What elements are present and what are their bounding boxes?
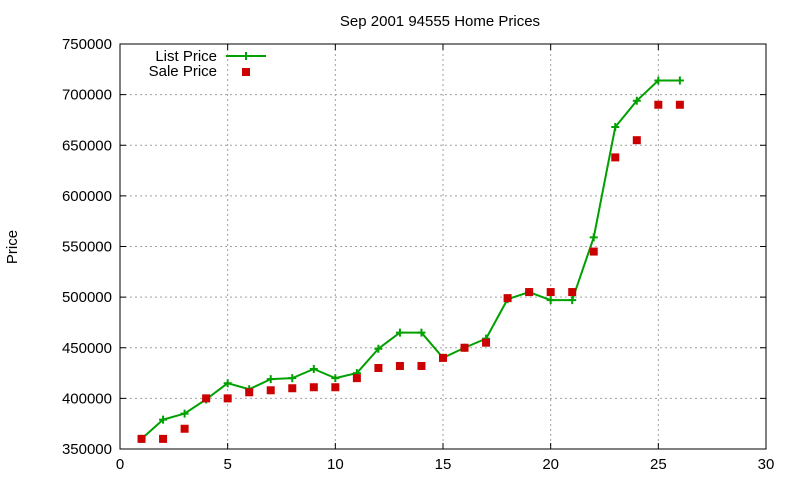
y-tick-label: 650000 [62, 137, 112, 154]
list-price-point [589, 233, 598, 242]
y-tick-label: 600000 [62, 188, 112, 205]
y-tick-label: 500000 [62, 289, 112, 306]
sale-price-point [589, 247, 598, 256]
sale-price-point [568, 288, 577, 297]
y-tick-label: 450000 [62, 340, 112, 357]
sale-price-point [374, 364, 383, 372]
y-tick-label: 750000 [62, 36, 112, 53]
sale-price-point [503, 294, 512, 303]
x-tick-label: 20 [542, 456, 559, 473]
sale-price-point [654, 100, 663, 109]
x-tick-label: 5 [223, 456, 231, 473]
sale-price-point [309, 383, 318, 392]
sale-price-point [460, 343, 469, 352]
list-price-point [568, 296, 577, 305]
legend: List Price Sale Price [149, 48, 266, 80]
sale-price-point [482, 338, 491, 347]
x-tick-label: 10 [327, 456, 344, 473]
legend-label-list-price: List Price [155, 48, 217, 65]
axis-ticks: 0 5 10 15 20 25 30 350000 400000 450000 500000 5500… [62, 36, 774, 473]
grid [120, 44, 766, 449]
list-price-point [223, 379, 232, 388]
y-tick-label: 400000 [62, 390, 112, 407]
sale-price-point [180, 424, 189, 433]
plot-frame [119, 43, 767, 450]
sale-price-point [266, 386, 275, 395]
sale-price-point [137, 434, 146, 443]
y-tick-label: 550000 [62, 239, 112, 256]
sale-price-point [245, 388, 254, 397]
list-price-point [654, 76, 663, 85]
list-price-point [331, 374, 340, 383]
list-price-point [395, 328, 404, 337]
list-price-point [374, 344, 383, 353]
list-price-point [159, 415, 168, 424]
sale-price-point [675, 100, 684, 109]
sale-price-point [395, 361, 404, 370]
y-tick-label: 350000 [62, 441, 112, 458]
sale-price-point [288, 384, 297, 393]
list-price-point [288, 374, 297, 383]
sale-price-point [223, 394, 232, 403]
sale-price-point [331, 383, 340, 392]
sale-price-point [611, 153, 620, 162]
legend-marker-list-price [242, 52, 250, 60]
x-tick-label: 25 [650, 456, 667, 473]
sale-price-point [546, 288, 555, 297]
x-tick-label: 15 [435, 456, 452, 473]
legend-label-sale-price: Sale Price [149, 63, 217, 80]
list-price-line [140, 79, 680, 440]
chart-title: Sep 2001 94555 Home Prices [340, 13, 540, 30]
list-price-point [180, 409, 189, 418]
series-layer [137, 76, 684, 443]
sale-price-point [202, 394, 211, 403]
list-price-point [675, 76, 684, 85]
sale-price-point [525, 288, 534, 297]
y-tick-label: 700000 [62, 87, 112, 104]
y-axis-label: Price [4, 230, 21, 264]
sale-price-point [439, 353, 447, 362]
list-price-point [309, 365, 318, 374]
sale-price-point [632, 136, 641, 145]
sale-price-point [159, 434, 168, 443]
sale-price-point [352, 374, 361, 383]
list-price-point [611, 123, 620, 132]
list-price-point [546, 296, 555, 305]
list-price-point [266, 375, 275, 384]
x-tick-label: 30 [758, 456, 775, 473]
x-tick-label: 0 [116, 456, 124, 473]
sale-price-point [417, 361, 426, 370]
list-price-point [632, 96, 641, 105]
legend-marker-sale-price [242, 68, 250, 76]
list-price-point [417, 328, 426, 337]
